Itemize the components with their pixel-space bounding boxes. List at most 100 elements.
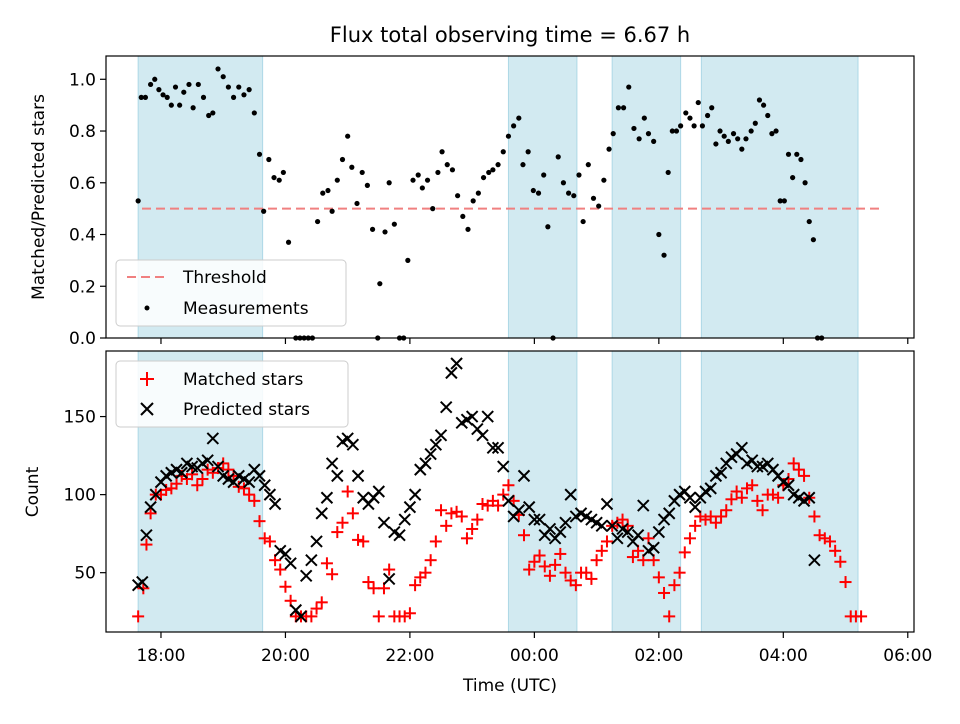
predicted-point (543, 522, 557, 536)
matched-point (528, 555, 541, 568)
matched-point (652, 571, 665, 584)
predicted-point (554, 525, 567, 539)
x-tick-label: 18:00 (136, 646, 185, 666)
legend-predicted-label: Predicted stars (183, 400, 310, 420)
predicted-point (403, 500, 417, 514)
matched-point (533, 549, 546, 562)
predicted-point (310, 535, 323, 548)
measurement-point (516, 115, 522, 121)
top-y-ticks: 0.0 0.2 0.4 0.6 0.8 1.0 (69, 70, 106, 349)
measurement-point (339, 156, 346, 163)
shaded-region (700, 350, 859, 633)
measurement-point (636, 136, 642, 142)
matched-point (720, 504, 733, 517)
measurement-point (495, 162, 501, 168)
measurement-point (739, 146, 745, 152)
measurement-point (656, 231, 662, 238)
predicted-point (424, 447, 437, 461)
measurement-point (160, 92, 166, 98)
measurement-point (673, 128, 680, 134)
matched-point (331, 526, 344, 539)
top-axes-frame (105, 55, 915, 339)
y-tick-label: 0.8 (69, 122, 96, 142)
matched-point (305, 610, 318, 623)
matched-point (689, 519, 702, 532)
measurement-point (610, 131, 616, 137)
predicted-point (175, 466, 188, 479)
predicted-point (605, 519, 619, 533)
measurement-point (271, 174, 277, 181)
y-tick-label: 0.4 (69, 226, 96, 246)
predicted-point (559, 516, 572, 529)
measurement-point (190, 105, 196, 111)
predicted-point (325, 457, 339, 470)
measurement-point (320, 190, 326, 196)
measurement-point (810, 237, 816, 243)
measurement-point (571, 193, 577, 199)
predicted-point (149, 488, 162, 501)
measurement-point (631, 125, 637, 132)
matched-point (170, 477, 183, 490)
predicted-point (284, 557, 297, 570)
matched-point (782, 473, 795, 486)
measurement-point (761, 102, 767, 108)
legend-measurements-label: Measurements (183, 299, 309, 319)
matched-point (140, 538, 153, 551)
measurement-point (806, 218, 812, 225)
predicted-point (683, 491, 697, 504)
bottom-panel: 50 100 150 18:00 20:00 22:00 00:00 02:00 04:00 0… (23, 350, 932, 696)
matched-point (435, 504, 448, 517)
bottom-x-ticks: 18:00 20:00 22:00 00:00 02:00 04:00 06:00 (136, 632, 932, 666)
shaded-region (507, 350, 578, 633)
predicted-point (331, 469, 344, 483)
measurement-point (354, 200, 360, 207)
measurement-point (665, 169, 671, 176)
measurement-point (430, 206, 436, 212)
measurement-point (541, 172, 547, 178)
predicted-point (647, 541, 660, 554)
matched-point (315, 596, 328, 609)
measurement-point (439, 149, 445, 155)
predicted-point (611, 532, 624, 545)
predicted-point (140, 529, 153, 542)
matched-point (217, 457, 230, 470)
predicted-point (808, 553, 821, 567)
measurement-point (645, 131, 652, 137)
matched-point (248, 494, 261, 507)
predicted-point (258, 479, 271, 492)
predicted-point (429, 438, 443, 451)
measurement-point (626, 84, 632, 90)
matched-point (466, 522, 479, 535)
measurement-point (678, 123, 684, 129)
measurement-point (615, 105, 621, 111)
x-tick-label: 06:00 (883, 646, 932, 666)
matched-point (585, 572, 598, 585)
top-legend: Threshold Measurements (115, 259, 347, 327)
matched-point (751, 494, 764, 507)
measurement-point (251, 110, 257, 116)
measurement-point (142, 94, 149, 100)
matched-point (668, 579, 681, 592)
measurement-point (535, 190, 542, 196)
bottom-legend: Matched stars Predicted stars (115, 360, 349, 428)
measurement-point (359, 169, 365, 176)
predicted-point (595, 519, 609, 533)
measurement-point (405, 257, 411, 263)
matched-point (518, 529, 531, 542)
matched-point (543, 569, 556, 582)
measurement-point (364, 182, 370, 188)
measurement-point (276, 177, 282, 183)
measurement-point (566, 190, 572, 196)
measurement-point (435, 169, 441, 176)
measurement-point (449, 167, 456, 173)
measurement-point (172, 84, 179, 90)
measurement-point (794, 151, 800, 157)
matched-point (336, 516, 349, 529)
predicted-point (502, 494, 515, 508)
measurement-point (505, 133, 512, 139)
predicted-point (299, 569, 313, 583)
matched-point (829, 544, 842, 557)
x-tick-label: 22:00 (385, 646, 434, 666)
matched-point (683, 532, 696, 545)
shaded-region (611, 55, 682, 339)
